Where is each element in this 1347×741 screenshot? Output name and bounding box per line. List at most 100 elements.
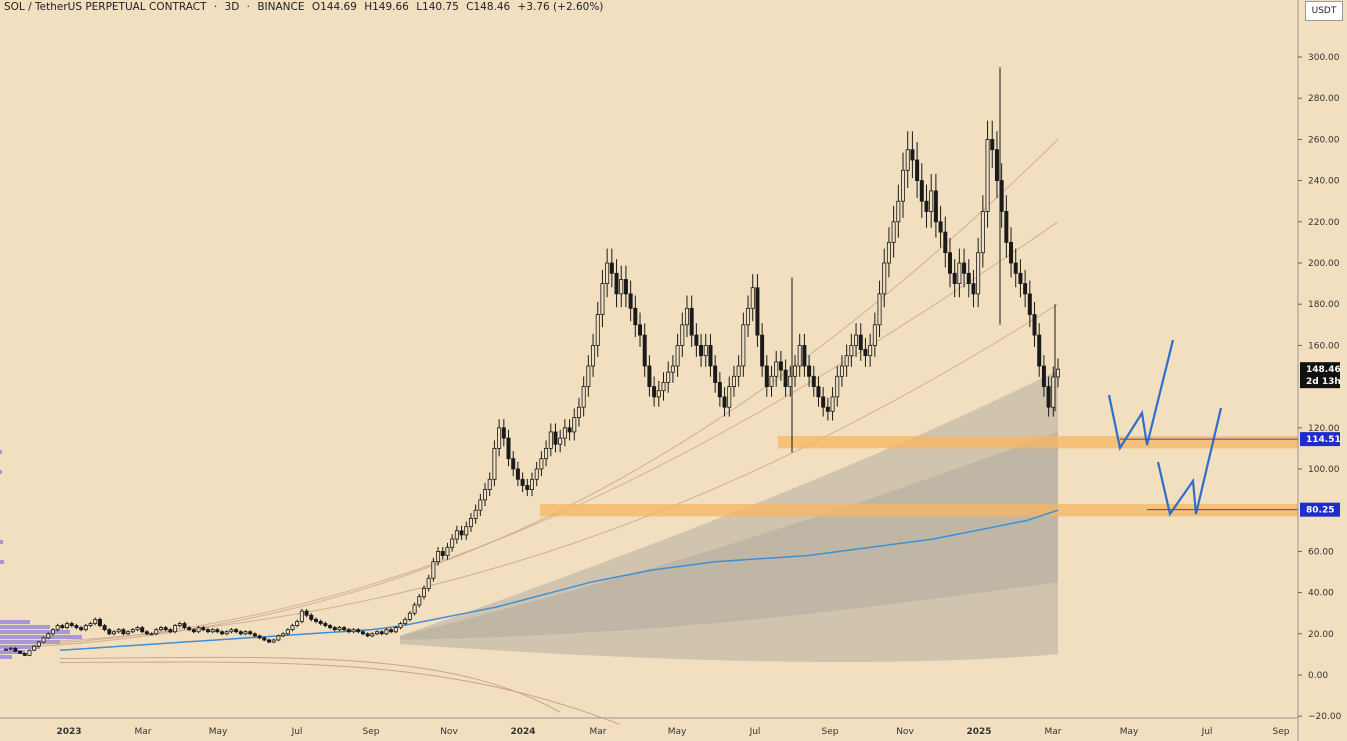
candle[interactable]	[281, 633, 286, 637]
candle[interactable]	[778, 361, 783, 371]
candle[interactable]	[426, 577, 431, 589]
candle[interactable]	[929, 190, 934, 212]
candle[interactable]	[121, 629, 126, 635]
candle[interactable]	[994, 149, 999, 181]
candle[interactable]	[398, 623, 403, 629]
candle[interactable]	[915, 159, 920, 182]
candle[interactable]	[614, 272, 619, 295]
symbol-name[interactable]: SOL / TetherUS PERPETUAL CONTRACT	[4, 1, 207, 13]
candle[interactable]	[1023, 283, 1028, 295]
candle[interactable]	[351, 629, 356, 633]
candle[interactable]	[144, 631, 149, 635]
interval-label[interactable]: 3D	[224, 1, 240, 13]
candle[interactable]	[520, 478, 525, 486]
candle[interactable]	[952, 272, 957, 284]
candle[interactable]	[595, 314, 600, 346]
candle[interactable]	[36, 641, 41, 647]
candle[interactable]	[421, 588, 426, 598]
candle[interactable]	[436, 551, 441, 563]
candle[interactable]	[266, 639, 271, 643]
candle[interactable]	[656, 390, 661, 398]
candle[interactable]	[858, 334, 863, 350]
candle[interactable]	[623, 279, 628, 295]
candle[interactable]	[389, 629, 394, 633]
candle[interactable]	[699, 344, 704, 357]
candle[interactable]	[793, 365, 798, 377]
candle[interactable]	[652, 386, 657, 398]
candle[interactable]	[1051, 376, 1056, 408]
candle[interactable]	[694, 334, 699, 346]
candle[interactable]	[210, 629, 215, 633]
candle[interactable]	[971, 283, 976, 295]
candle[interactable]	[534, 468, 539, 480]
candle[interactable]	[299, 610, 304, 622]
candle[interactable]	[708, 344, 713, 367]
candle[interactable]	[962, 262, 967, 274]
candle[interactable]	[947, 252, 952, 274]
candle[interactable]	[807, 365, 812, 377]
candle[interactable]	[910, 149, 915, 161]
candle[interactable]	[530, 478, 535, 490]
candle[interactable]	[670, 365, 675, 373]
candle[interactable]	[1056, 368, 1061, 378]
candle[interactable]	[473, 509, 478, 519]
candle[interactable]	[839, 365, 844, 377]
candle[interactable]	[689, 307, 694, 336]
candle[interactable]	[346, 629, 351, 633]
candle[interactable]	[741, 324, 746, 367]
candle[interactable]	[342, 627, 347, 631]
candle[interactable]	[600, 283, 605, 315]
candle[interactable]	[163, 627, 168, 631]
candle[interactable]	[727, 386, 732, 408]
candle[interactable]	[924, 200, 929, 212]
candle[interactable]	[191, 629, 196, 633]
candle[interactable]	[515, 468, 520, 480]
candle[interactable]	[558, 437, 563, 445]
candle[interactable]	[717, 382, 722, 398]
candle[interactable]	[919, 180, 924, 202]
candle[interactable]	[581, 386, 586, 408]
candle[interactable]	[168, 629, 173, 633]
candle[interactable]	[215, 629, 220, 633]
candle[interactable]	[93, 618, 98, 624]
candle[interactable]	[661, 382, 666, 392]
candle[interactable]	[248, 631, 253, 635]
candle[interactable]	[755, 287, 760, 336]
candle[interactable]	[666, 371, 671, 383]
candle[interactable]	[375, 631, 380, 635]
candle[interactable]	[370, 633, 375, 637]
candle[interactable]	[553, 431, 558, 445]
candle[interactable]	[872, 324, 877, 346]
candle[interactable]	[201, 627, 206, 631]
candle[interactable]	[4, 648, 9, 651]
candle[interactable]	[285, 629, 290, 635]
candle[interactable]	[407, 612, 412, 620]
candle[interactable]	[379, 631, 384, 635]
candle[interactable]	[788, 375, 793, 387]
candle[interactable]	[642, 334, 647, 367]
candle[interactable]	[412, 604, 417, 614]
candle[interactable]	[619, 279, 624, 295]
candle[interactable]	[938, 221, 943, 233]
candle[interactable]	[999, 180, 1004, 212]
candle[interactable]	[74, 625, 79, 629]
candle[interactable]	[802, 344, 807, 367]
candle[interactable]	[1018, 272, 1023, 284]
candle[interactable]	[562, 427, 567, 439]
candle[interactable]	[511, 458, 516, 470]
candle[interactable]	[50, 629, 55, 635]
candle[interactable]	[736, 365, 741, 377]
candle[interactable]	[605, 262, 610, 285]
candle[interactable]	[896, 200, 901, 223]
candle[interactable]	[576, 406, 581, 418]
candle[interactable]	[1046, 386, 1051, 408]
candle[interactable]	[403, 618, 408, 624]
candle[interactable]	[684, 307, 689, 326]
candle[interactable]	[497, 427, 502, 449]
candle[interactable]	[863, 349, 868, 357]
candle[interactable]	[905, 149, 910, 171]
candle[interactable]	[238, 631, 243, 635]
candle[interactable]	[483, 489, 488, 501]
candle[interactable]	[97, 618, 102, 626]
